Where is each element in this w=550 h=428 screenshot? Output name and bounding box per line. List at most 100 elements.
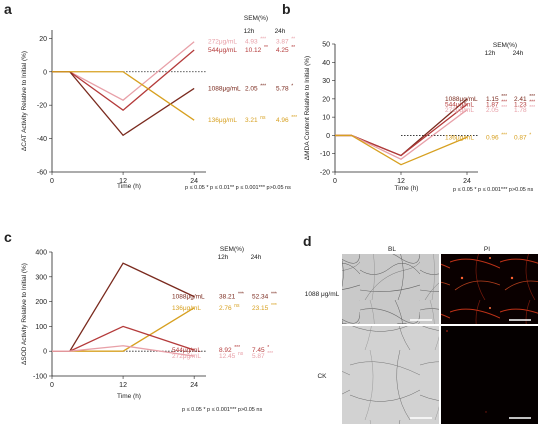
sig-12h: *** <box>238 292 244 298</box>
sig-24h: ** <box>291 37 295 43</box>
panel-label: b <box>282 1 291 17</box>
y-tick-label: 50 <box>322 42 330 49</box>
series-line <box>335 134 468 166</box>
row-label-ck: CK <box>317 373 327 380</box>
x-tick-label: 0 <box>50 178 54 185</box>
series-line <box>52 41 195 101</box>
x-axis-label: Time (h) <box>117 183 141 190</box>
y-tick-label: 30 <box>322 78 330 85</box>
sem-24h: 52.34 <box>252 294 269 301</box>
sem-12h: 2.05 <box>245 85 258 92</box>
x-axis-label: Time (h) <box>117 393 141 400</box>
sem-col-12h: 12h <box>218 254 229 261</box>
sem-24h: 1.23 <box>514 101 527 108</box>
series-line <box>52 71 195 137</box>
sem-col-24h: 24h <box>251 254 262 261</box>
pi-image-ck <box>441 326 538 424</box>
y-tick-label: -100 <box>33 374 47 381</box>
x-tick-label: 24 <box>463 178 471 185</box>
sem-24h: 23.15 <box>252 305 269 312</box>
sem-col-24h: 24h <box>275 28 286 35</box>
sig-24h: *** <box>529 105 535 111</box>
sem-12h: 4.93 <box>245 39 258 46</box>
legend-entry: 136μg/mL <box>445 134 474 141</box>
sig-12h: *** <box>501 105 507 111</box>
y-tick-label: 0 <box>43 69 47 76</box>
sig-24h: *** <box>267 351 273 357</box>
sig-12h: *** <box>234 345 240 351</box>
bl-image-1088 <box>342 254 439 324</box>
x-tick-label: 0 <box>333 178 337 185</box>
sig-24h: * <box>529 132 531 138</box>
sig-12h: *** <box>260 37 266 43</box>
y-tick-label: -60 <box>37 170 47 177</box>
sig-12h: ** <box>264 45 268 51</box>
sem-12h: 1.87 <box>486 101 499 108</box>
sem-12h: 38.21 <box>219 294 236 301</box>
y-tick-label: 40 <box>322 60 330 67</box>
panel-d: d BL PI 1088 μg/mL CK <box>303 233 538 424</box>
sem-12h: 1.15 <box>486 96 499 103</box>
row-label-1088: 1088 μg/mL <box>305 291 340 298</box>
legend-entry: 136μg/mL <box>172 305 201 312</box>
y-tick-label: 0 <box>43 349 47 356</box>
panel-d-label: d <box>303 233 312 249</box>
y-axis-label: ΔCAT Activity Relative to Initial (%) <box>21 51 28 151</box>
legend-entry: 544μg/mL <box>208 47 237 54</box>
sem-24h: 1.78 <box>514 107 527 114</box>
bl-image-ck <box>342 326 439 424</box>
sem-header: SEM(%) <box>493 42 517 49</box>
sig-24h: ** <box>291 45 295 51</box>
legend-entry: 272μg/mL <box>172 353 201 360</box>
pi-image-1088 <box>441 254 538 324</box>
legend-entry: 544μg/mL <box>172 347 201 354</box>
legend-entry: 544μg/mL <box>445 101 474 108</box>
sig-12h: ns <box>260 115 266 121</box>
sig-24h: * <box>267 345 269 351</box>
legend-entry: 1088μg/mL <box>445 96 478 103</box>
sig-12h: *** <box>260 83 266 89</box>
legend-entry: 136μg/mL <box>208 117 237 124</box>
y-tick-label: 300 <box>35 274 47 281</box>
sig-24h: *** <box>291 115 297 121</box>
sem-col-12h: 12h <box>485 50 496 57</box>
y-tick-label: 0 <box>326 133 330 140</box>
series-line <box>52 345 195 357</box>
column-label-pi: PI <box>484 246 490 253</box>
sem-12h: 0.96 <box>486 134 499 141</box>
significance-footnote: p ≤ 0.05 * p ≤ 0.001*** p>0.05 ns <box>453 187 533 193</box>
y-tick-label: 200 <box>35 299 47 306</box>
sem-24h: 2.41 <box>514 96 527 103</box>
x-tick-label: 0 <box>50 382 54 389</box>
legend-entry: 1088μg/mL <box>208 85 241 92</box>
y-tick-label: 400 <box>35 250 47 257</box>
x-tick-label: 24 <box>190 382 198 389</box>
legend-entry: 272μg/mL <box>445 107 474 114</box>
sem-12h: 3.21 <box>245 117 258 124</box>
legend-entry: 272μg/mL <box>208 39 237 46</box>
sem-header: SEM(%) <box>244 15 268 22</box>
y-tick-label: -20 <box>320 170 330 177</box>
panel-a: a -60 -40 -20 0 20 0 12 24 ΔCAT Activity Relative… <box>4 1 297 191</box>
y-tick-label: 100 <box>35 324 47 331</box>
x-tick-label: 24 <box>190 178 198 185</box>
sem-header: SEM(%) <box>220 246 244 253</box>
sig-12h: *** <box>501 94 507 100</box>
sig-24h: *** <box>271 292 277 298</box>
sem-24h: 4.25 <box>276 47 289 54</box>
x-tick-label: 12 <box>119 382 127 389</box>
sem-12h: 2.05 <box>486 107 499 114</box>
sem-12h: 10.12 <box>245 47 262 54</box>
sig-24h: * <box>291 83 293 89</box>
y-tick-label: 20 <box>39 36 47 43</box>
sig-24h: *** <box>271 303 277 309</box>
sig-12h: ns <box>234 303 240 309</box>
sem-24h: 0.87 <box>514 134 527 141</box>
sem-24h: 4.96 <box>276 117 289 124</box>
sem-24h: 3.87 <box>276 39 289 46</box>
sem-col-24h: 24h <box>513 50 524 57</box>
sem-24h: 5.87 <box>252 353 265 360</box>
panel-label: c <box>4 229 12 245</box>
y-tick-label: -10 <box>320 151 330 158</box>
